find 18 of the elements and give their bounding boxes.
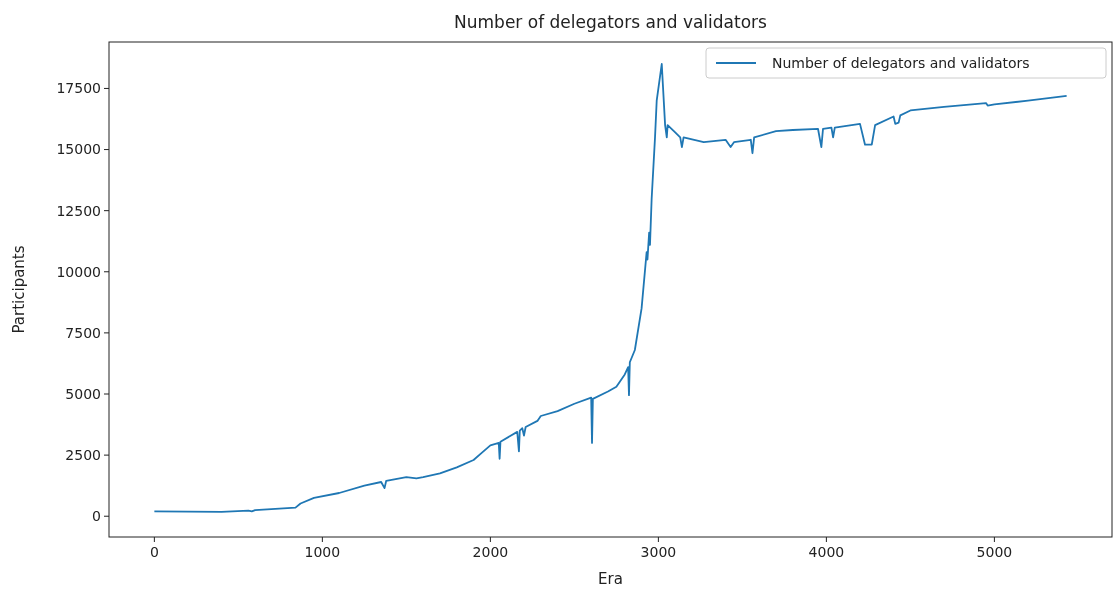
x-tick-label: 5000 — [976, 544, 1013, 560]
x-tick-label: 3000 — [640, 544, 677, 560]
y-tick-label: 2500 — [65, 447, 101, 464]
x-tick-label: 1000 — [304, 544, 341, 560]
y-tick-label: 15000 — [56, 141, 101, 158]
x-tick-label: 4000 — [808, 544, 845, 560]
legend-label: Number of delegators and validators — [772, 54, 1030, 71]
y-tick-label: 5000 — [65, 385, 101, 402]
y-tick-label: 7500 — [65, 324, 101, 341]
x-tick-label: 0 — [149, 544, 159, 560]
x-tick-label: 2000 — [472, 544, 509, 560]
y-tick-label: 10000 — [56, 263, 101, 280]
y-tick-label: 17500 — [56, 80, 101, 97]
y-axis-title: Participants — [10, 245, 28, 334]
chart-title: Number of delegators and validators — [454, 12, 768, 32]
y-tick-label: 12500 — [56, 202, 101, 219]
y-tick-label: 0 — [92, 508, 101, 525]
x-axis-title: Era — [598, 570, 623, 588]
